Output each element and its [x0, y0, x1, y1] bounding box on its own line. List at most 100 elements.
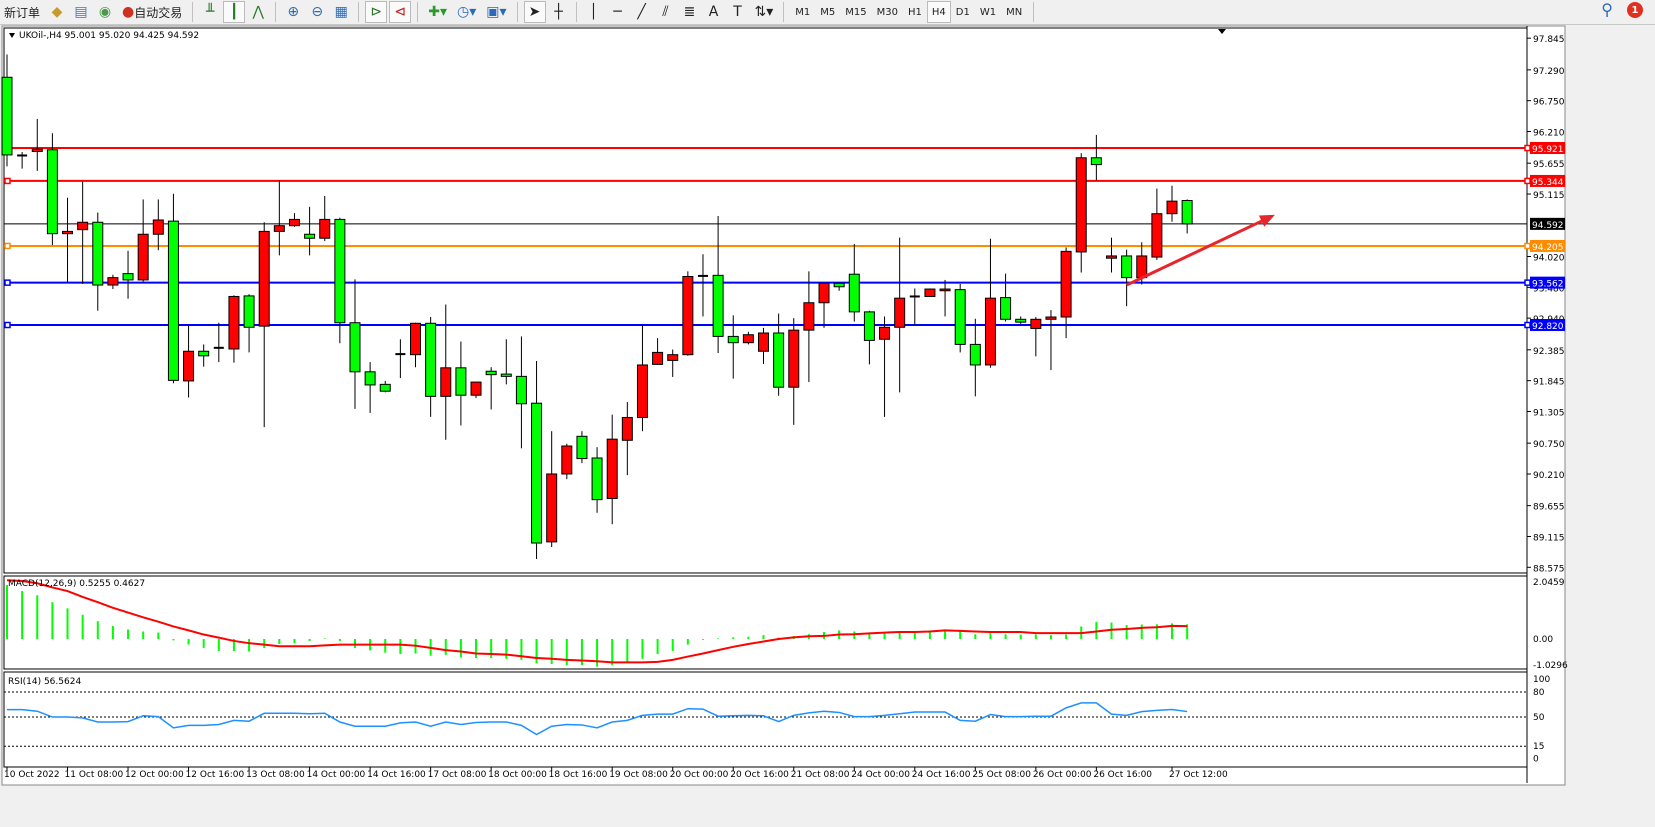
- timeframe-d1[interactable]: D1: [955, 6, 970, 18]
- y-tick-label: 97.845: [1533, 35, 1565, 45]
- templates-icon[interactable]: ▣▾: [486, 4, 507, 20]
- candlestick-icon[interactable]: ┃: [223, 1, 246, 23]
- zoom-in-icon[interactable]: ⊕: [287, 4, 300, 20]
- price-label: 93.562: [1532, 280, 1564, 290]
- candle-body: [470, 381, 482, 396]
- candle: [1075, 153, 1087, 273]
- candle: [258, 222, 270, 428]
- search-icon[interactable]: ⚲: [1601, 0, 1613, 19]
- candle: [500, 339, 512, 385]
- line-anchor-handle: [1524, 242, 1531, 250]
- candle: [107, 274, 119, 290]
- candle-body: [984, 297, 996, 366]
- timeframe-m5[interactable]: M5: [820, 6, 836, 18]
- indicators-icon[interactable]: ✚▾: [428, 4, 448, 20]
- line-anchor-handle: [4, 242, 11, 250]
- candle-body: [1151, 213, 1163, 258]
- candle: [243, 294, 255, 353]
- new-order-button[interactable]: 新订单: [0, 1, 44, 23]
- candle: [576, 431, 588, 464]
- fibo-fan-icon[interactable]: ≣: [683, 4, 696, 20]
- rsi-line: [7, 702, 1188, 736]
- candle: [455, 341, 467, 426]
- horizontal-line-icon[interactable]: ─: [613, 4, 622, 20]
- notification-badge[interactable]: 1: [1627, 2, 1643, 18]
- line-anchor-handle: [4, 177, 11, 185]
- timeframe-m1[interactable]: M1: [795, 6, 811, 18]
- vertical-line-icon[interactable]: │: [589, 4, 598, 20]
- x-tick-label: 12 Oct 00:00: [125, 770, 184, 780]
- candle: [319, 196, 331, 242]
- cursor-icon[interactable]: ➤: [523, 1, 546, 23]
- timeframe-mn[interactable]: MN: [1006, 6, 1023, 18]
- text-icon[interactable]: A: [708, 4, 719, 20]
- candle-body: [788, 329, 800, 388]
- chart-shift-icon[interactable]: ⊲: [389, 1, 412, 23]
- candle-doji: [17, 154, 28, 157]
- candle-body: [894, 297, 906, 328]
- x-tick-label: 24 Oct 00:00: [851, 770, 910, 780]
- auto-scroll-icon[interactable]: ⊳: [365, 1, 388, 23]
- candle: [561, 443, 573, 480]
- line-chart-icon[interactable]: ⋀: [252, 4, 264, 20]
- line-anchor-handle: [1524, 177, 1531, 185]
- candle-body: [742, 334, 754, 344]
- rsi-y-tick-label: 80: [1533, 688, 1545, 698]
- candle-body: [304, 233, 316, 239]
- y-tick-label: 89.655: [1533, 503, 1565, 513]
- candle: [636, 325, 648, 432]
- fibonacci-icon[interactable]: ⫽: [662, 4, 669, 20]
- timeframe-m30[interactable]: M30: [876, 6, 899, 18]
- bid-price-box: [1530, 217, 1565, 230]
- candle-body: [167, 220, 179, 381]
- candle-body: [364, 371, 376, 386]
- y-tick-label: 90.210: [1533, 471, 1565, 481]
- candle-body: [1105, 255, 1117, 259]
- x-tick-label: 13 Oct 08:00: [246, 770, 305, 780]
- candle-doji: [395, 353, 406, 356]
- x-tick-label: 27 Oct 12:00: [1169, 770, 1228, 780]
- macd-pane: [3, 575, 1528, 670]
- signal-icon[interactable]: ◉: [98, 4, 112, 20]
- tile-windows-icon[interactable]: ▦: [334, 4, 348, 20]
- zoom-out-icon[interactable]: ⊖: [311, 4, 324, 20]
- timeframe-m15[interactable]: M15: [845, 6, 867, 18]
- timeframe-h1[interactable]: H1: [908, 6, 922, 18]
- data-window-icon[interactable]: ▤: [74, 4, 88, 20]
- candle: [379, 380, 391, 393]
- trend-arrow-line: [1125, 218, 1264, 287]
- candle-body: [606, 438, 618, 500]
- text-label-icon[interactable]: T: [733, 4, 742, 20]
- crosshair-icon[interactable]: ┼: [554, 4, 563, 20]
- main-pane: [3, 27, 1528, 574]
- candle: [924, 288, 936, 297]
- rsi-y-tick-label: 15: [1533, 742, 1544, 752]
- candle-body: [228, 295, 240, 350]
- rsi-pane: [3, 671, 1528, 768]
- line-anchor-handle: [4, 321, 11, 329]
- x-tick-label: 20 Oct 16:00: [730, 770, 789, 780]
- x-tick-label: 20 Oct 00:00: [670, 770, 729, 780]
- chart-header: UKOil-,H4 95.001 95.020 94.425 94.592: [19, 31, 199, 41]
- candle: [742, 331, 754, 345]
- candle-body: [500, 373, 512, 377]
- trend-line-icon[interactable]: ╱: [637, 4, 646, 20]
- timeframe-w1[interactable]: W1: [979, 6, 997, 18]
- bar-chart-icon[interactable]: ╨: [206, 4, 215, 20]
- candle: [712, 215, 724, 353]
- candle-body: [425, 322, 437, 397]
- price-label-box: [1530, 319, 1565, 331]
- candle: [1121, 249, 1133, 307]
- candle: [969, 318, 981, 397]
- timeframe-h4[interactable]: H4: [926, 1, 951, 23]
- auto-trading-button[interactable]: ● 自动交易: [118, 1, 186, 23]
- candle: [213, 322, 224, 363]
- market-watch-icon[interactable]: ◆: [51, 4, 63, 20]
- price-label-box: [1530, 174, 1565, 187]
- candle: [803, 271, 815, 383]
- periods-icon[interactable]: ◷▾: [457, 4, 477, 20]
- arrows-icon[interactable]: ⇅▾: [754, 4, 774, 20]
- candle: [682, 271, 694, 356]
- candle-body: [485, 370, 497, 376]
